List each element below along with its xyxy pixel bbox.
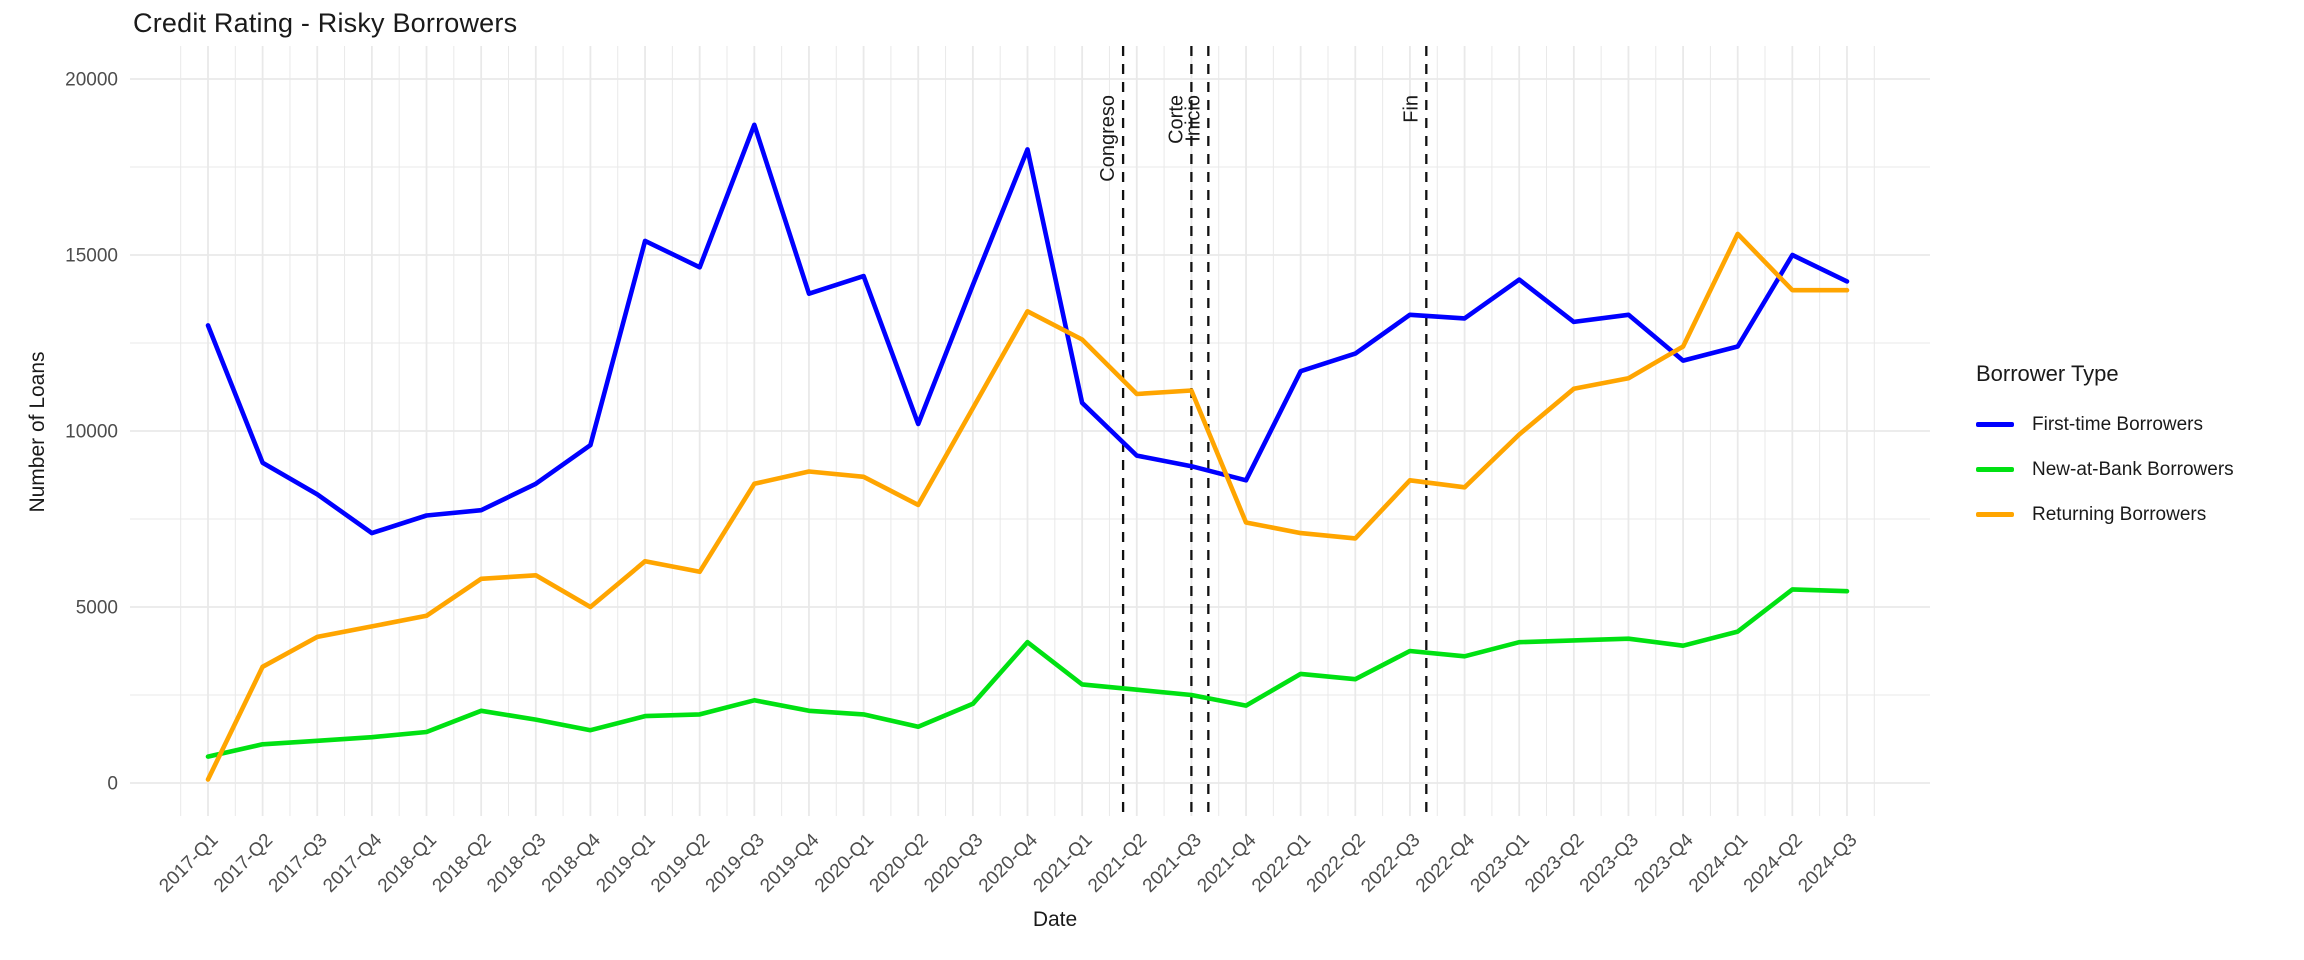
x-tick-label: 2022-Q1 (1248, 830, 1315, 897)
y-tick-label: 5000 (76, 598, 118, 619)
legend-item-label: New-at-Bank Borrowers (2032, 458, 2234, 480)
x-tick-label: 2019-Q2 (647, 830, 714, 897)
x-tick-label: 2019-Q1 (592, 830, 659, 897)
event-label-congreso: Congreso (1097, 95, 1119, 182)
x-tick-label: 2023-Q3 (1576, 830, 1643, 897)
x-tick-label: 2020-Q1 (811, 830, 878, 897)
x-tick-label: 2023-Q2 (1521, 830, 1588, 897)
x-axis-title: Date (1032, 908, 1078, 931)
legend-item: First-time Borrowers (1976, 402, 2296, 447)
x-tick-label: 2017-Q4 (319, 829, 386, 896)
legend-line-swatch (1976, 422, 2014, 427)
legend-item-label: First-time Borrowers (2032, 413, 2204, 435)
y-tick-label: 10000 (65, 422, 118, 443)
x-tick-label: 2017-Q3 (265, 830, 332, 897)
x-tick-label: 2022-Q3 (1357, 830, 1424, 897)
gridlines (130, 46, 1930, 816)
x-tick-label: 2021-Q3 (1139, 830, 1206, 897)
series-line-new-at-bank-borrowers (205, 587, 1850, 759)
legend-item-label: Returning Borrowers (2032, 503, 2207, 525)
x-tick-label: 2023-Q1 (1467, 830, 1534, 897)
x-tick-label: 2024-Q1 (1685, 830, 1752, 897)
x-tick-label: 2023-Q4 (1630, 829, 1697, 896)
x-tick-label: 2024-Q3 (1794, 830, 1861, 897)
x-tick-label: 2019-Q3 (702, 830, 769, 897)
x-tick-label: 2024-Q2 (1740, 830, 1807, 897)
x-tick-label: 2021-Q1 (1030, 830, 1097, 897)
y-axis-title: Number of Loans (26, 351, 49, 513)
x-tick-label: 2022-Q4 (1412, 829, 1479, 896)
event-label-inicio: Inicio (1182, 95, 1204, 142)
x-tick-label: 2020-Q2 (866, 830, 933, 897)
x-tick-label: 2018-Q3 (483, 830, 550, 897)
legend-item: New-at-Bank Borrowers (1976, 447, 2296, 492)
x-tick-label: 2018-Q2 (429, 830, 496, 897)
event-label-corte: Corte (1165, 95, 1187, 144)
chart-title: Credit Rating - Risky Borrowers (133, 8, 518, 38)
x-tick-label: 2018-Q1 (374, 830, 441, 897)
y-axis-tick-labels: 0 5000 10000 15000 20000 (65, 70, 118, 795)
x-tick-label: 2019-Q4 (756, 829, 823, 896)
x-tick-label: 2021-Q2 (1084, 830, 1151, 897)
legend-line-swatch (1976, 512, 2014, 517)
x-tick-label: 2017-Q1 (155, 830, 222, 897)
series-line-first-time-borrowers (205, 122, 1850, 536)
y-tick-label: 15000 (65, 246, 118, 267)
x-tick-label: 2017-Q2 (210, 830, 277, 897)
legend-title: Borrower Type (1976, 361, 2119, 386)
x-tick-label: 2020-Q3 (920, 830, 987, 897)
legend-item: Returning Borrowers (1976, 492, 2296, 537)
x-axis-tick-labels: 2017-Q12017-Q22017-Q32017-Q42018-Q12018-… (155, 829, 1861, 896)
legend-items: First-time Borrowers New-at-Bank Borrower… (1976, 402, 2296, 537)
event-label-fin: Fin (1400, 95, 1422, 123)
x-tick-label: 2018-Q4 (538, 829, 605, 896)
x-tick-label: 2022-Q2 (1303, 830, 1370, 897)
x-tick-label: 2021-Q4 (1193, 829, 1260, 896)
legend: Borrower Type First-time Borrowers New-at… (1976, 360, 2296, 537)
series-lines (205, 122, 1850, 782)
series-line-returning-borrowers (205, 231, 1850, 782)
y-tick-label: 0 (107, 774, 118, 795)
x-tick-label: 2020-Q4 (975, 829, 1042, 896)
y-tick-label: 20000 (65, 70, 118, 91)
legend-line-swatch (1976, 467, 2014, 472)
